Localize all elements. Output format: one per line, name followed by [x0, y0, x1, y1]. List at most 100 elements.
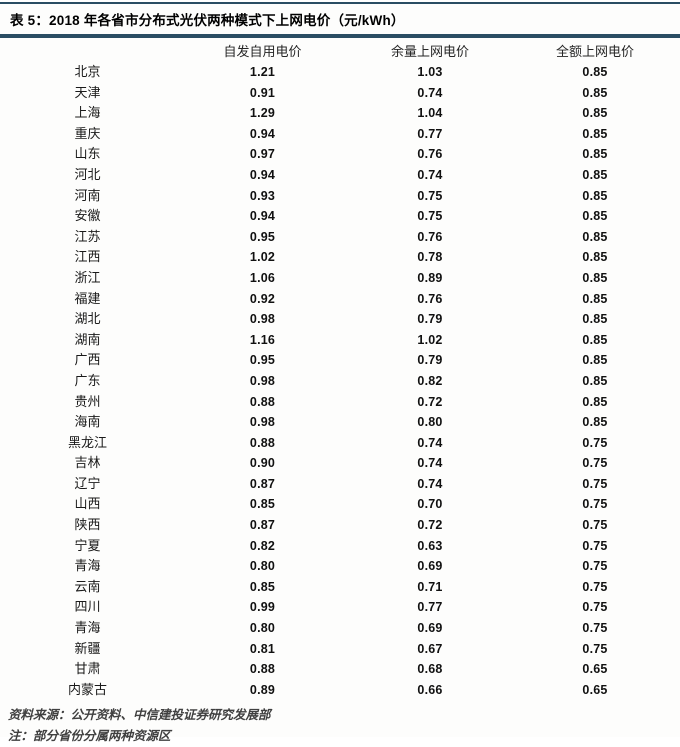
- price-cell: 0.89: [249, 682, 276, 697]
- province-cell: 安徽: [74, 208, 101, 224]
- table-row: 山西 0.85 0.70 0.75: [0, 494, 680, 515]
- column-header-province: [0, 38, 175, 62]
- price-cell: 0.85: [582, 312, 608, 327]
- province-cell: 河南: [74, 187, 101, 203]
- province-cell: 甘肃: [74, 661, 101, 677]
- price-cell: 0.85: [582, 209, 608, 224]
- price-cell: 0.70: [417, 497, 443, 512]
- price-cell: 0.85: [582, 394, 608, 409]
- footnote: 注：部分省份分属两种资源区: [8, 729, 171, 744]
- table-row: 新疆 0.81 0.67 0.75: [0, 639, 680, 660]
- price-cell: 0.75: [582, 456, 608, 471]
- price-cell: 0.77: [417, 600, 443, 615]
- price-cell: 0.95: [249, 353, 276, 368]
- table-row: 江西 1.02 0.78 0.85: [0, 247, 680, 268]
- table-row: 山东 0.97 0.76 0.85: [0, 144, 680, 165]
- price-cell: 0.85: [249, 497, 276, 512]
- price-cell: 1.02: [417, 332, 443, 347]
- price-cell: 1.16: [249, 332, 276, 347]
- table-body: 北京 1.21 1.03 0.85 天津 0.91 0.74 0.85 上海 1.29 1.04 0.…: [0, 62, 680, 700]
- table-row: 吉林 0.90 0.74 0.75: [0, 453, 680, 474]
- table-row: 海南 0.98 0.80 0.85: [0, 412, 680, 433]
- price-cell: 0.74: [417, 167, 443, 182]
- price-cell: 0.85: [582, 291, 608, 306]
- price-cell: 0.88: [249, 435, 276, 450]
- price-cell: 0.69: [417, 621, 443, 636]
- table-row: 辽宁 0.87 0.74 0.75: [0, 474, 680, 495]
- province-cell: 北京: [74, 64, 101, 79]
- price-cell: 0.85: [249, 579, 276, 594]
- column-header-full-grid-price: 全额上网电价: [555, 44, 634, 59]
- price-cell: 0.75: [582, 641, 608, 656]
- province-cell: 河北: [74, 166, 101, 182]
- province-cell: 海南: [74, 414, 101, 430]
- price-cell: 0.98: [249, 415, 276, 430]
- table-row: 青海 0.80 0.69 0.75: [0, 556, 680, 577]
- province-cell: 四川: [74, 599, 101, 615]
- price-cell: 0.85: [582, 332, 608, 347]
- province-cell: 江西: [74, 249, 101, 265]
- province-cell: 青海: [74, 558, 101, 574]
- table-row: 湖南 1.16 1.02 0.85: [0, 330, 680, 351]
- province-cell: 上海: [74, 105, 101, 121]
- table-row: 天津 0.91 0.74 0.85: [0, 83, 680, 104]
- table-footer: 资料来源：公开资料、中信建投证券研究发展部 注：部分省份分属两种资源区: [0, 700, 680, 747]
- price-cell: 1.03: [417, 65, 443, 79]
- table-title-row: 表 5：2018 年各省市分布式光伏两种模式下上网电价（元/kWh）: [0, 4, 680, 34]
- table-row: 安徽 0.94 0.75 0.85: [0, 206, 680, 227]
- table-row: 重庆 0.94 0.77 0.85: [0, 124, 680, 145]
- price-cell: 0.63: [417, 538, 443, 553]
- table-row: 贵州 0.88 0.72 0.85: [0, 392, 680, 413]
- price-cell: 0.66: [417, 682, 443, 697]
- province-cell: 广东: [74, 372, 101, 388]
- province-cell: 重庆: [74, 125, 101, 141]
- table-row: 宁夏 0.82 0.63 0.75: [0, 536, 680, 557]
- price-cell: 0.80: [249, 559, 276, 574]
- source-note: 资料来源：公开资料、中信建投证券研究发展部: [8, 708, 271, 723]
- price-cell: 0.81: [249, 641, 276, 656]
- price-cell: 0.80: [249, 621, 276, 636]
- price-cell: 0.74: [417, 85, 443, 100]
- table-title: 表 5：2018 年各省市分布式光伏两种模式下上网电价（元/kWh）: [10, 13, 405, 28]
- price-cell: 0.75: [582, 497, 608, 512]
- province-cell: 山西: [74, 496, 101, 512]
- price-cell: 0.79: [417, 312, 443, 327]
- province-cell: 陕西: [74, 517, 101, 533]
- province-cell: 江苏: [74, 228, 101, 244]
- table-row: 甘肃 0.88 0.68 0.65: [0, 659, 680, 680]
- table-row: 黑龙江 0.88 0.74 0.75: [0, 433, 680, 454]
- price-cell: 0.72: [417, 394, 443, 409]
- table-row: 北京 1.21 1.03 0.85: [0, 62, 680, 83]
- price-cell: 0.85: [582, 353, 608, 368]
- price-cell: 0.75: [417, 209, 443, 224]
- price-cell: 0.87: [249, 476, 276, 491]
- price-cell: 0.82: [249, 538, 276, 553]
- price-cell: 1.29: [249, 106, 276, 121]
- price-cell: 0.75: [582, 600, 608, 615]
- price-cell: 0.74: [417, 435, 443, 450]
- price-cell: 0.76: [417, 147, 443, 162]
- province-cell: 天津: [74, 84, 101, 100]
- price-cell: 0.75: [582, 579, 608, 594]
- price-cell: 0.90: [249, 456, 276, 471]
- price-cell: 0.75: [417, 188, 443, 203]
- price-cell: 0.67: [417, 641, 443, 656]
- price-cell: 1.06: [249, 270, 276, 285]
- price-cell: 0.94: [249, 126, 276, 141]
- price-cell: 0.89: [417, 270, 443, 285]
- price-cell: 0.85: [582, 106, 608, 121]
- price-cell: 0.94: [249, 209, 276, 224]
- province-cell: 浙江: [74, 269, 101, 285]
- table-row: 青海 0.80 0.69 0.75: [0, 618, 680, 639]
- table-row: 广东 0.98 0.82 0.85: [0, 371, 680, 392]
- province-cell: 辽宁: [74, 475, 101, 491]
- price-cell: 0.80: [417, 415, 443, 430]
- price-cell: 0.75: [582, 435, 608, 450]
- price-cell: 0.85: [582, 188, 608, 203]
- table-row: 湖北 0.98 0.79 0.85: [0, 309, 680, 330]
- table-row: 陕西 0.87 0.72 0.75: [0, 515, 680, 536]
- province-cell: 吉林: [74, 455, 101, 471]
- price-cell: 0.68: [417, 662, 443, 677]
- price-cell: 0.74: [417, 456, 443, 471]
